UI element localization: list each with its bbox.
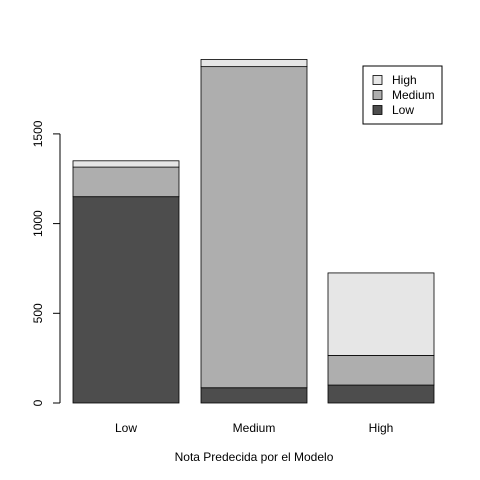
x-tick-label-high: High	[369, 421, 394, 435]
bar-high-high	[327, 272, 435, 356]
bar-medium-medium	[200, 66, 308, 389]
x-axis: Low Medium High	[115, 421, 393, 435]
y-tick-label: 1500	[31, 120, 45, 147]
x-axis-title: Nota Predecida por el Modelo	[175, 450, 334, 464]
y-axis: 0 500 1000 1500	[31, 120, 61, 406]
legend-swatch-high	[372, 75, 383, 85]
bars-layer	[72, 59, 435, 404]
x-tick-label-medium: Medium	[233, 421, 276, 435]
y-tick-label: 1000	[31, 210, 45, 237]
y-tick-label: 0	[31, 399, 45, 406]
x-tick-label-low: Low	[115, 421, 137, 435]
legend-label-high: High	[392, 73, 417, 87]
bar-medium-high	[200, 59, 308, 68]
bar-low-low	[72, 196, 180, 404]
legend-label-medium: Medium	[392, 88, 435, 102]
legend-swatch-low	[372, 105, 383, 115]
bar-high-low	[327, 384, 435, 404]
bar-high-medium	[327, 355, 435, 386]
legend-swatch-medium	[372, 90, 383, 100]
bar-low-medium	[72, 166, 180, 198]
bar-medium-low	[200, 387, 308, 404]
y-tick-label: 500	[31, 303, 45, 323]
legend-label-low: Low	[392, 103, 414, 117]
bar-low-high	[72, 160, 180, 168]
